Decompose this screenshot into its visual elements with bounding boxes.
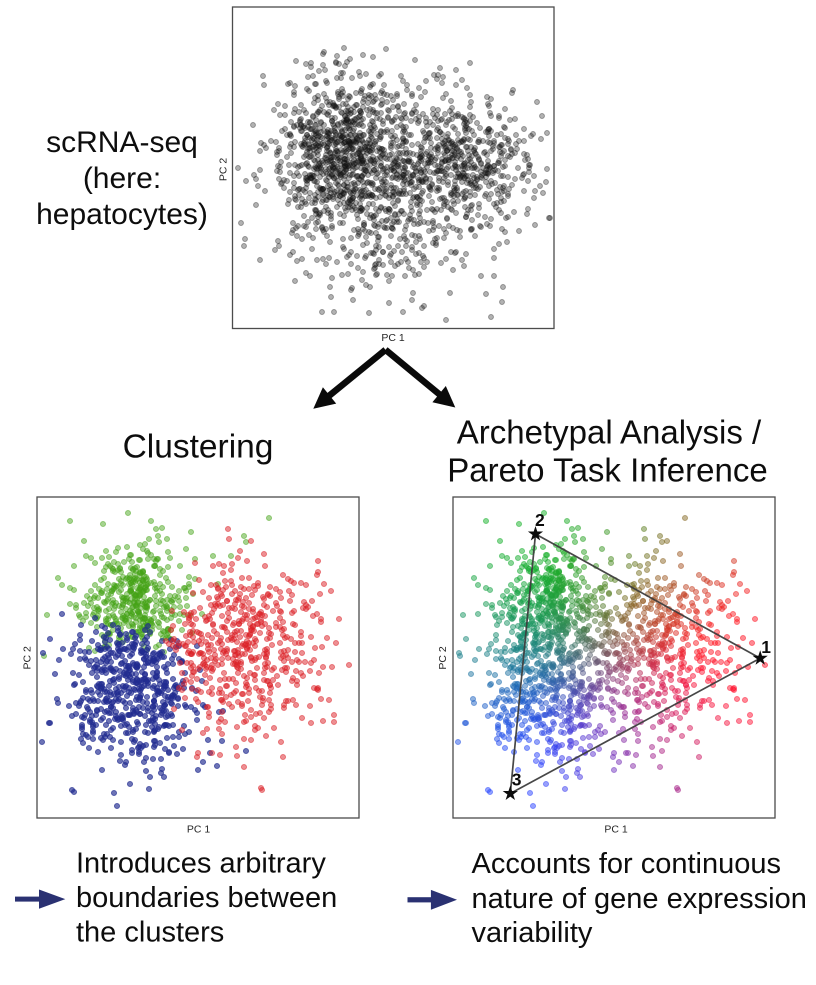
svg-text:Archetypal Analysis /: Archetypal Analysis /	[457, 414, 762, 451]
svg-text:1: 1	[761, 637, 771, 657]
svg-text:PC 2: PC 2	[218, 158, 230, 182]
svg-text:scRNA-seq: scRNA-seq	[46, 126, 198, 159]
svg-text:nature of gene expression: nature of gene expression	[472, 883, 807, 915]
svg-text:PC 2: PC 2	[22, 646, 34, 670]
svg-text:Pareto Task Inference: Pareto Task Inference	[447, 452, 767, 489]
svg-text:3: 3	[512, 769, 522, 789]
svg-text:(here:: (here:	[83, 162, 161, 195]
svg-text:the clusters: the clusters	[76, 916, 224, 948]
svg-text:Accounts for continuous: Accounts for continuous	[472, 848, 782, 880]
svg-text:Introduces arbitrary: Introduces arbitrary	[76, 848, 326, 880]
svg-text:hepatocytes): hepatocytes)	[36, 198, 208, 231]
svg-text:PC 2: PC 2	[437, 646, 449, 670]
svg-text:PC 1: PC 1	[187, 824, 211, 836]
svg-text:2: 2	[535, 510, 545, 530]
svg-text:boundaries between: boundaries between	[76, 882, 337, 914]
svg-text:variability: variability	[472, 917, 593, 949]
svg-text:PC 1: PC 1	[604, 824, 628, 836]
svg-text:PC 1: PC 1	[381, 332, 405, 344]
svg-text:Clustering: Clustering	[123, 429, 274, 466]
